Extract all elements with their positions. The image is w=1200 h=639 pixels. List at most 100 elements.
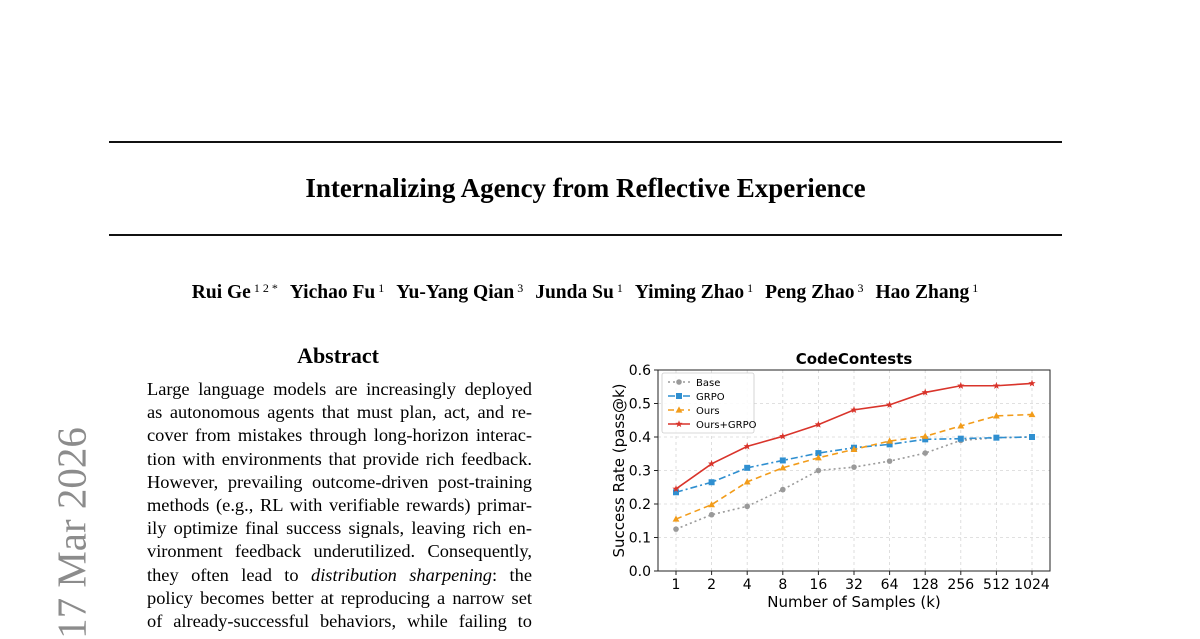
data-point	[957, 381, 965, 389]
abstract-emphasis: distribution sharpening	[311, 564, 492, 585]
abstract-line: ily optimize final success signals, leav…	[147, 517, 532, 540]
author-affiliation: 1	[378, 281, 385, 295]
data-point	[707, 460, 716, 467]
legend-label: Ours+GRPO	[696, 420, 757, 431]
data-point	[922, 436, 929, 443]
data-point	[992, 381, 1001, 389]
paper-title: Internalizing Agency from Reflective Exp…	[305, 173, 866, 203]
abstract-heading: Abstract	[297, 343, 379, 368]
author-name: Yichao Fu	[289, 282, 376, 303]
abstract-text: Large language models are increasingly d…	[147, 379, 532, 399]
abstract-line: cover from mistakes through long-horizon…	[147, 424, 532, 447]
abstract-line: as autonomous agents that must plan, act…	[147, 401, 532, 424]
data-point	[815, 454, 822, 461]
arxiv-date-stamp: 17 Mar 2026	[48, 427, 95, 639]
abstract-line: Large language models are increasingly d…	[147, 378, 532, 401]
y-tick-label: 0.4	[629, 430, 651, 446]
abstract-text: cover from mistakes through long-horizon…	[147, 425, 532, 446]
x-tick-label: 32	[845, 577, 863, 593]
x-tick-label: 128	[912, 577, 939, 593]
x-tick-label: 512	[983, 577, 1010, 593]
author-affiliation: 3	[857, 281, 864, 295]
abstract-line: tion with environments that provide rich…	[147, 448, 532, 471]
data-point	[676, 393, 682, 399]
abstract-line: of already-successful behaviors, while f…	[147, 610, 532, 633]
abstract-text: : the	[492, 564, 532, 585]
abstract-text: they often lead to	[147, 564, 311, 585]
x-axis-label: Number of Samples (k)	[767, 593, 940, 611]
abstract-line: policy becomes better at reproducing a n…	[147, 587, 532, 610]
abstract-line: methods (e.g., RL with verifiable reward…	[147, 494, 532, 517]
data-point	[708, 511, 715, 518]
legend-label: Ours	[696, 406, 720, 417]
data-point	[675, 420, 683, 428]
abstract-text: ily optimize final success signals, leav…	[147, 518, 532, 539]
x-tick-label: 8	[778, 577, 787, 593]
x-tick-label: 2	[707, 577, 716, 593]
author-2: Yichao Fu 1	[289, 281, 385, 303]
data-point	[815, 450, 822, 457]
y-tick-label: 0.5	[629, 397, 651, 413]
author-name: Yiming Zhao	[634, 282, 745, 303]
abstract-line: vironment feedback underutilized. Conseq…	[147, 540, 532, 563]
data-point	[673, 489, 679, 496]
data-point	[922, 450, 928, 456]
data-point	[886, 458, 893, 464]
author-3: Yu-Yang Qian 3	[396, 281, 524, 303]
data-point	[886, 437, 893, 444]
y-tick-label: 0.2	[629, 497, 651, 513]
y-axis-label: Success Rate (pass@k)	[610, 383, 628, 557]
author-affiliation: 1 2 *	[253, 281, 278, 295]
data-point	[850, 445, 858, 452]
data-point	[780, 486, 786, 493]
author-name: Peng Zhao	[765, 282, 855, 303]
abstract-text: policy becomes better at reproducing a n…	[147, 587, 532, 608]
data-point	[1028, 379, 1036, 387]
data-point	[675, 406, 683, 413]
data-point	[743, 478, 751, 485]
author-4: Junda Su 1	[535, 281, 623, 303]
x-tick-label: 1024	[1014, 577, 1050, 593]
data-point	[885, 401, 894, 408]
data-point	[886, 441, 893, 448]
abstract-text: However, prevailing outcome-driven post-…	[147, 471, 532, 492]
data-point	[957, 435, 964, 442]
data-point	[957, 422, 965, 429]
legend-box	[661, 372, 755, 434]
data-point	[779, 457, 786, 464]
codecontests-chart: 0.0 0.1 0.2 0.3 0.4 0.5 0.6 1 2 4 8 16 32 64 128 256 512…	[610, 350, 1051, 611]
author-name: Junda Su	[535, 282, 614, 303]
data-point	[1029, 434, 1035, 440]
author-list: Rui Ge 1 2 * Yichao Fu 1 Yu-Yang Qian 3 Junda …	[0, 276, 1170, 305]
author-affiliation: 3	[517, 281, 524, 295]
y-tick-label: 0.1	[629, 531, 651, 547]
x-tick-label: 16	[809, 577, 827, 593]
data-point	[1028, 410, 1036, 418]
author-7: Hao Zhang 1	[875, 281, 978, 303]
data-point	[779, 464, 787, 471]
data-point	[708, 479, 715, 486]
data-point	[993, 434, 1000, 441]
chart-title: CodeContests	[796, 350, 913, 368]
title-rule-top	[109, 141, 1062, 143]
data-point	[708, 501, 715, 508]
title-rule-bottom	[109, 234, 1062, 236]
data-point	[779, 432, 787, 440]
data-point	[921, 388, 929, 396]
data-point	[814, 420, 823, 428]
abstract-text: as autonomous agents that must plan, act…	[147, 402, 532, 423]
abstract-text: of already-successful behaviors, while f…	[147, 610, 532, 631]
y-tick-label: 0.6	[629, 363, 651, 379]
abstract-body: Large language models are increasingly d…	[147, 378, 532, 633]
data-point	[672, 485, 680, 492]
abstract-text: vironment feedback underutilized. Conseq…	[147, 541, 532, 562]
abstract-line: they often lead to distribution sharpeni…	[147, 564, 532, 587]
legend-label: GRPO	[696, 392, 725, 403]
y-tick-label: 0.0	[629, 564, 651, 580]
data-point	[744, 464, 751, 471]
author-name: Yu-Yang Qian	[396, 282, 515, 303]
x-tick-label: 1	[672, 577, 681, 593]
data-point	[993, 412, 1000, 419]
author-1: Rui Ge 1 2 *	[192, 281, 278, 303]
data-point	[851, 464, 857, 470]
